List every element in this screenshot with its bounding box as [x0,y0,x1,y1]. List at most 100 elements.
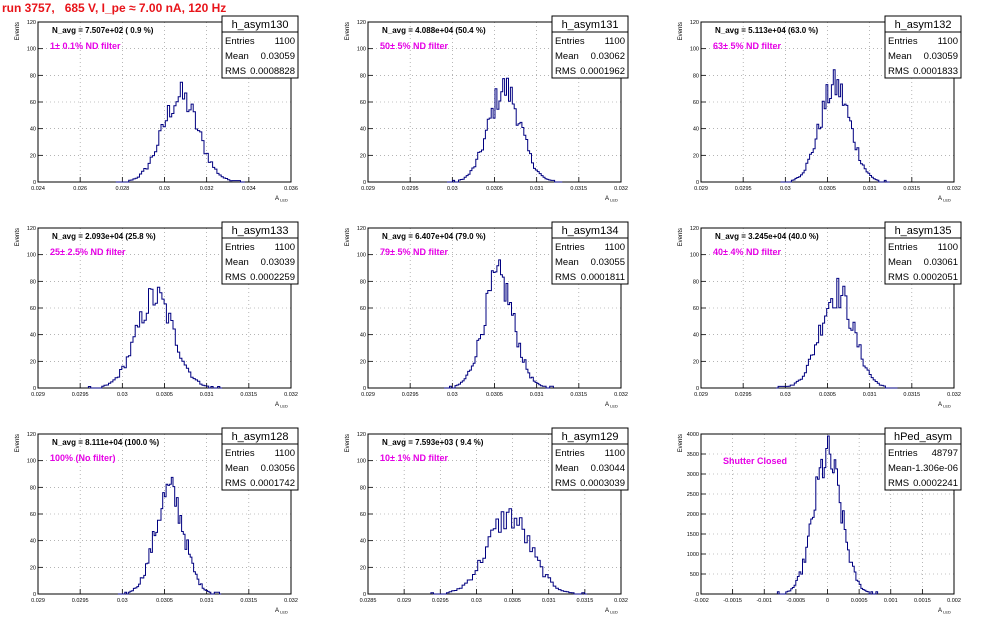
x-tick-label: 0.03 [447,186,458,192]
x-tick-label: -0.002 [693,598,709,604]
filter-note: 50± 5% ND filter [380,41,448,51]
y-tick-label: 40 [693,127,699,133]
stats-box [221,221,299,285]
y-tick-label: 80 [360,485,366,491]
y-tick-label: 100 [357,47,366,53]
stats-title: h_asym132 [895,19,952,31]
y-tick-label: 120 [690,20,699,26]
stats-label-mean: Mean [225,51,249,62]
x-tick-label: 0.0305 [819,392,836,398]
stats-label-entries: Entries [555,448,585,459]
stats-value-rms: 0.0001811 [581,272,625,283]
stats-value-entries: 1100 [605,242,625,253]
y-axis-label: Events [345,228,351,246]
filter-note: 10± 1% ND filter [380,453,448,463]
x-axis-label: A LED [275,196,288,203]
stats-label-mean: Mean [225,463,249,474]
x-axis-label: A LED [605,402,618,409]
y-axis-label: Events [678,228,684,246]
histogram-series [446,77,563,183]
x-tick-label: 0.0315 [570,392,587,398]
stats-title: h_asym133 [232,225,289,237]
stats-label-mean: Mean [555,257,579,268]
stats-box [884,427,962,491]
y-tick-label: 60 [30,306,36,312]
y-tick-label: 2500 [687,492,699,498]
stats-label-rms: RMS [555,478,576,489]
y-axis-label: Events [15,228,21,246]
histogram-panel-h_asym135: 0.029 0.0295 0.03 0.0305 0.031 0.0315 0.032 0 20… [678,221,962,409]
y-tick-label: 60 [30,512,36,518]
x-tick-label: 0.0295 [402,186,419,192]
n-avg-label: N_avg = 7.507e+02 ( 0.9 %) [52,26,154,35]
stats-label-mean: Mean [225,257,249,268]
stats-value-rms: 0.0003039 [580,478,625,489]
stats-label-rms: RMS [555,66,576,77]
stats-box [884,221,962,285]
y-tick-label: 20 [693,359,699,365]
y-tick-label: 20 [30,359,36,365]
x-tick-label: 0.031 [200,392,214,398]
y-tick-label: 80 [30,279,36,285]
stats-title: h_asym135 [895,225,952,237]
x-tick-label: 0.032 [200,186,214,192]
stats-value-rms: 0.0002259 [250,272,295,283]
n-avg-label: N_avg = 8.111e+04 (100.0 %) [52,438,160,447]
stats-label-rms: RMS [888,272,909,283]
y-tick-label: 100 [690,253,699,259]
y-tick-label: 40 [360,127,366,133]
y-tick-label: 120 [357,226,366,232]
x-tick-label: 0.0295 [72,392,89,398]
stats-box [551,427,629,491]
histogram-series [776,435,879,595]
x-tick-label: 0.03 [780,392,791,398]
y-tick-label: 80 [30,485,36,491]
y-tick-label: 3000 [687,472,699,478]
x-tick-label: 0.032 [947,186,961,192]
histogram-series [117,476,222,595]
stats-label-rms: RMS [225,478,246,489]
x-tick-label: -0.001 [756,598,772,604]
x-tick-label: 0.03 [447,392,458,398]
x-tick-label: 0.029 [361,392,375,398]
x-tick-label: 0.0295 [735,392,752,398]
x-tick-label: 0.031 [863,186,877,192]
stats-value-rms: 0.0002051 [913,272,958,283]
n-avg-label: N_avg = 4.088e+04 (50.4 %) [382,26,486,35]
x-tick-label: 0.036 [284,186,298,192]
n-avg-label: N_avg = 5.113e+04 (63.0 %) [715,26,819,35]
histogram-series [776,277,898,389]
stats-label-mean: Mean [888,463,912,474]
x-tick-label: 0.029 [31,598,45,604]
x-tick-label: 0.032 [614,186,628,192]
stats-label-rms: RMS [555,272,576,283]
x-tick-label: 0.0305 [819,186,836,192]
x-tick-label: 0.0295 [432,598,449,604]
x-tick-label: 0.001 [884,598,898,604]
y-tick-label: 60 [693,306,699,312]
histogram-series [430,508,587,595]
x-tick-label: 0.029 [694,392,708,398]
stats-title: h_asym128 [232,431,289,443]
y-tick-label: 80 [30,73,36,79]
x-tick-label: 0.0305 [486,186,503,192]
stats-label-mean: Mean [555,51,579,62]
stats-value-entries: 1100 [275,36,295,47]
x-tick-label: 0.0295 [72,598,89,604]
n-avg-label: N_avg = 2.093e+04 (25.8 %) [52,232,156,241]
x-tick-label: 0.029 [397,598,411,604]
stats-value-entries: 1100 [938,242,958,253]
stats-value-rms: 0.0001742 [250,478,295,489]
stats-title: h_asym134 [562,225,619,237]
y-axis-label: Events [15,22,21,40]
x-axis-label: A LED [938,608,951,615]
stats-value-mean: 0.03044 [591,463,625,474]
y-tick-label: 0 [363,180,366,186]
x-tick-label: 0.03 [159,186,170,192]
y-tick-label: 40 [360,333,366,339]
y-tick-label: 1000 [687,552,699,558]
x-tick-label: 0.031 [200,598,214,604]
stats-title: h_asym130 [232,19,289,31]
x-tick-label: 0.024 [31,186,45,192]
stats-label-mean: Mean [555,463,579,474]
